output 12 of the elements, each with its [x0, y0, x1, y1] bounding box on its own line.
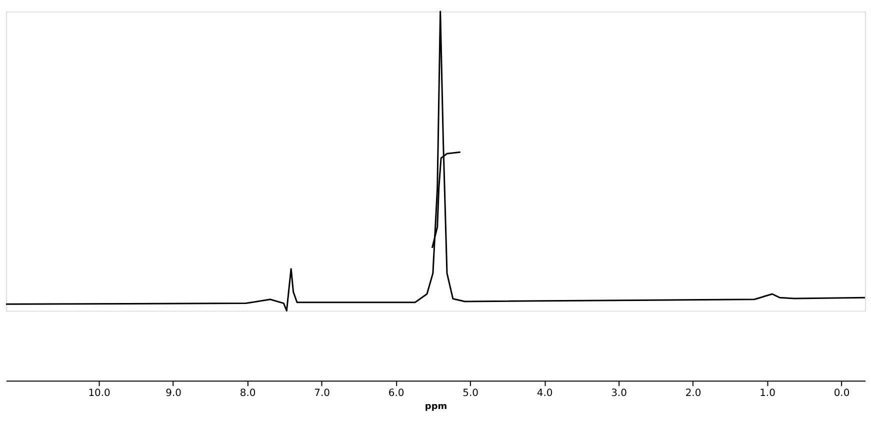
x-tick-label: 2.0	[685, 388, 702, 400]
x-tick-label: 4.0	[536, 388, 553, 400]
x-tick-label: 5.0	[462, 388, 478, 400]
x-tick-label: 0.0	[834, 388, 850, 400]
x-tick-label: 9.0	[166, 388, 182, 400]
x-tick-label: 7.0	[314, 388, 330, 400]
x-tick-label: 3.0	[611, 388, 627, 400]
x-tick-label: 10.0	[88, 388, 110, 400]
x-tick-label: 1.0	[760, 388, 776, 400]
x-tick-label: 8.0	[240, 388, 256, 400]
x-tick-label: 6.0	[388, 388, 404, 400]
x-axis-title: ppm	[424, 402, 448, 412]
